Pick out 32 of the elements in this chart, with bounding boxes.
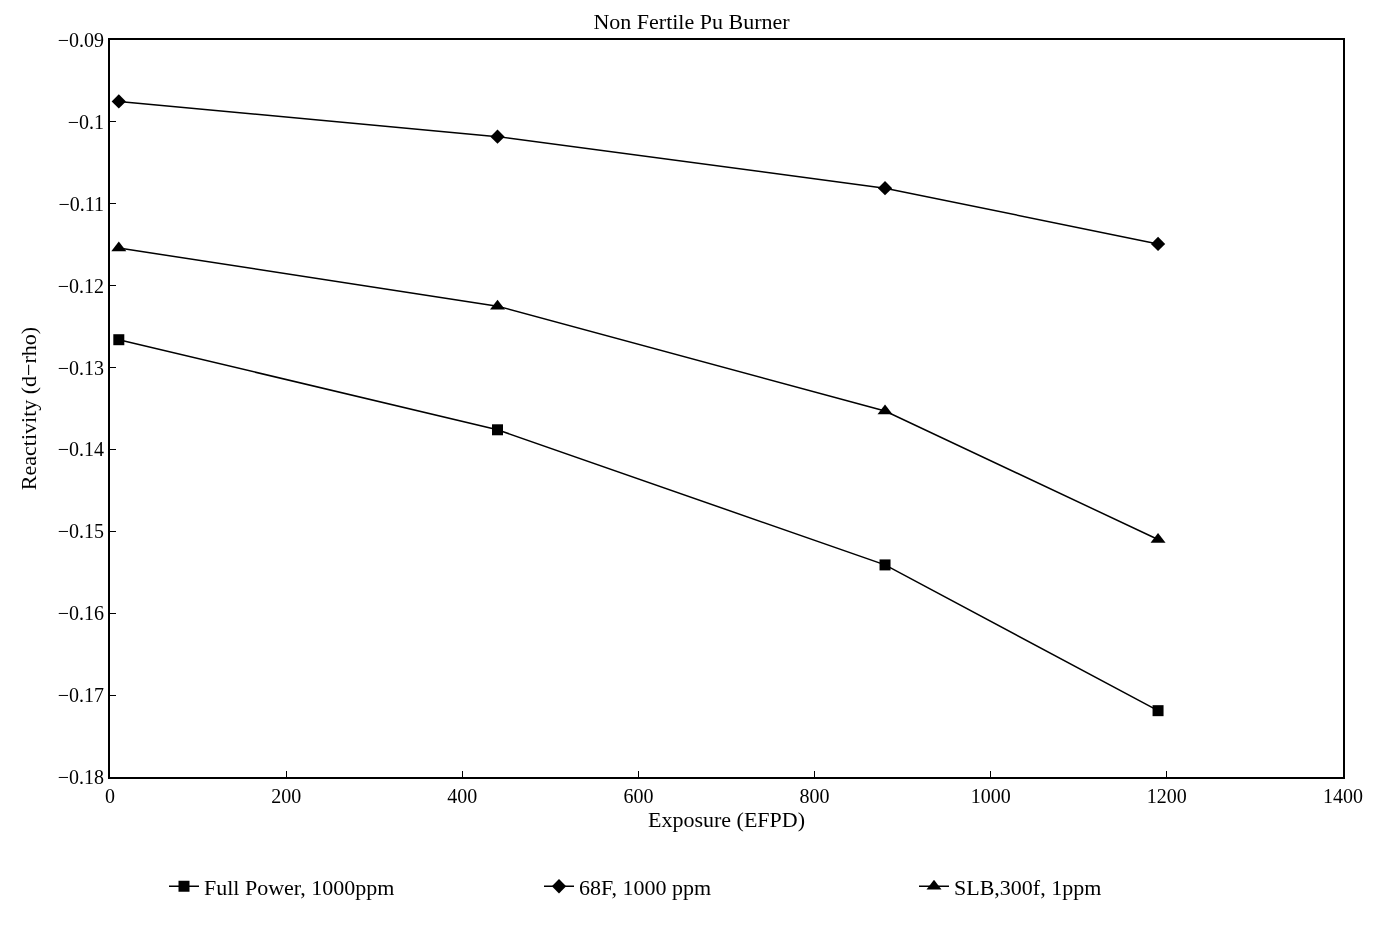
x-tick-label: 800 — [799, 785, 830, 807]
x-tick-label: 1000 — [970, 785, 1011, 807]
x-tick-label: 1200 — [1146, 785, 1187, 807]
y-tick-label: −0.17 — [57, 684, 104, 707]
point — [1150, 236, 1166, 252]
x-tick-label: 200 — [271, 785, 302, 807]
y-tick-label: −0.16 — [57, 602, 104, 625]
point — [113, 334, 125, 346]
x-tick-label: 600 — [623, 785, 654, 807]
chart-title: Non Fertile Pu Burner — [593, 9, 791, 35]
y-tick-label: −0.18 — [57, 766, 104, 788]
y-axis-title: Reactivity (d−rho) — [16, 326, 42, 491]
point — [877, 181, 893, 196]
y-tick-label: −0.13 — [57, 356, 104, 379]
point — [490, 129, 505, 144]
point — [492, 424, 504, 436]
point — [1152, 705, 1164, 717]
y-tick-label: −0.15 — [57, 520, 104, 543]
x-tick-label: 400 — [447, 785, 478, 807]
y-tick-label: −0.09 — [57, 29, 104, 51]
y-tick-label: −0.1 — [67, 110, 104, 133]
legend-label: Full Power, 1000ppm — [204, 874, 395, 900]
x-tick-label: 1400 — [1323, 785, 1363, 807]
legend-label: 68F, 1000 ppm — [579, 874, 712, 900]
y-tick-label: −0.14 — [57, 438, 104, 461]
point — [111, 94, 126, 109]
point — [879, 559, 891, 571]
x-axis-title: Exposure (EFPD) — [647, 807, 806, 832]
x-tick-label: 0 — [105, 785, 115, 807]
y-tick-label: −0.12 — [57, 274, 104, 297]
legend-label: SLB,300f, 1ppm — [954, 874, 1102, 900]
y-tick-label: −0.11 — [58, 192, 104, 215]
